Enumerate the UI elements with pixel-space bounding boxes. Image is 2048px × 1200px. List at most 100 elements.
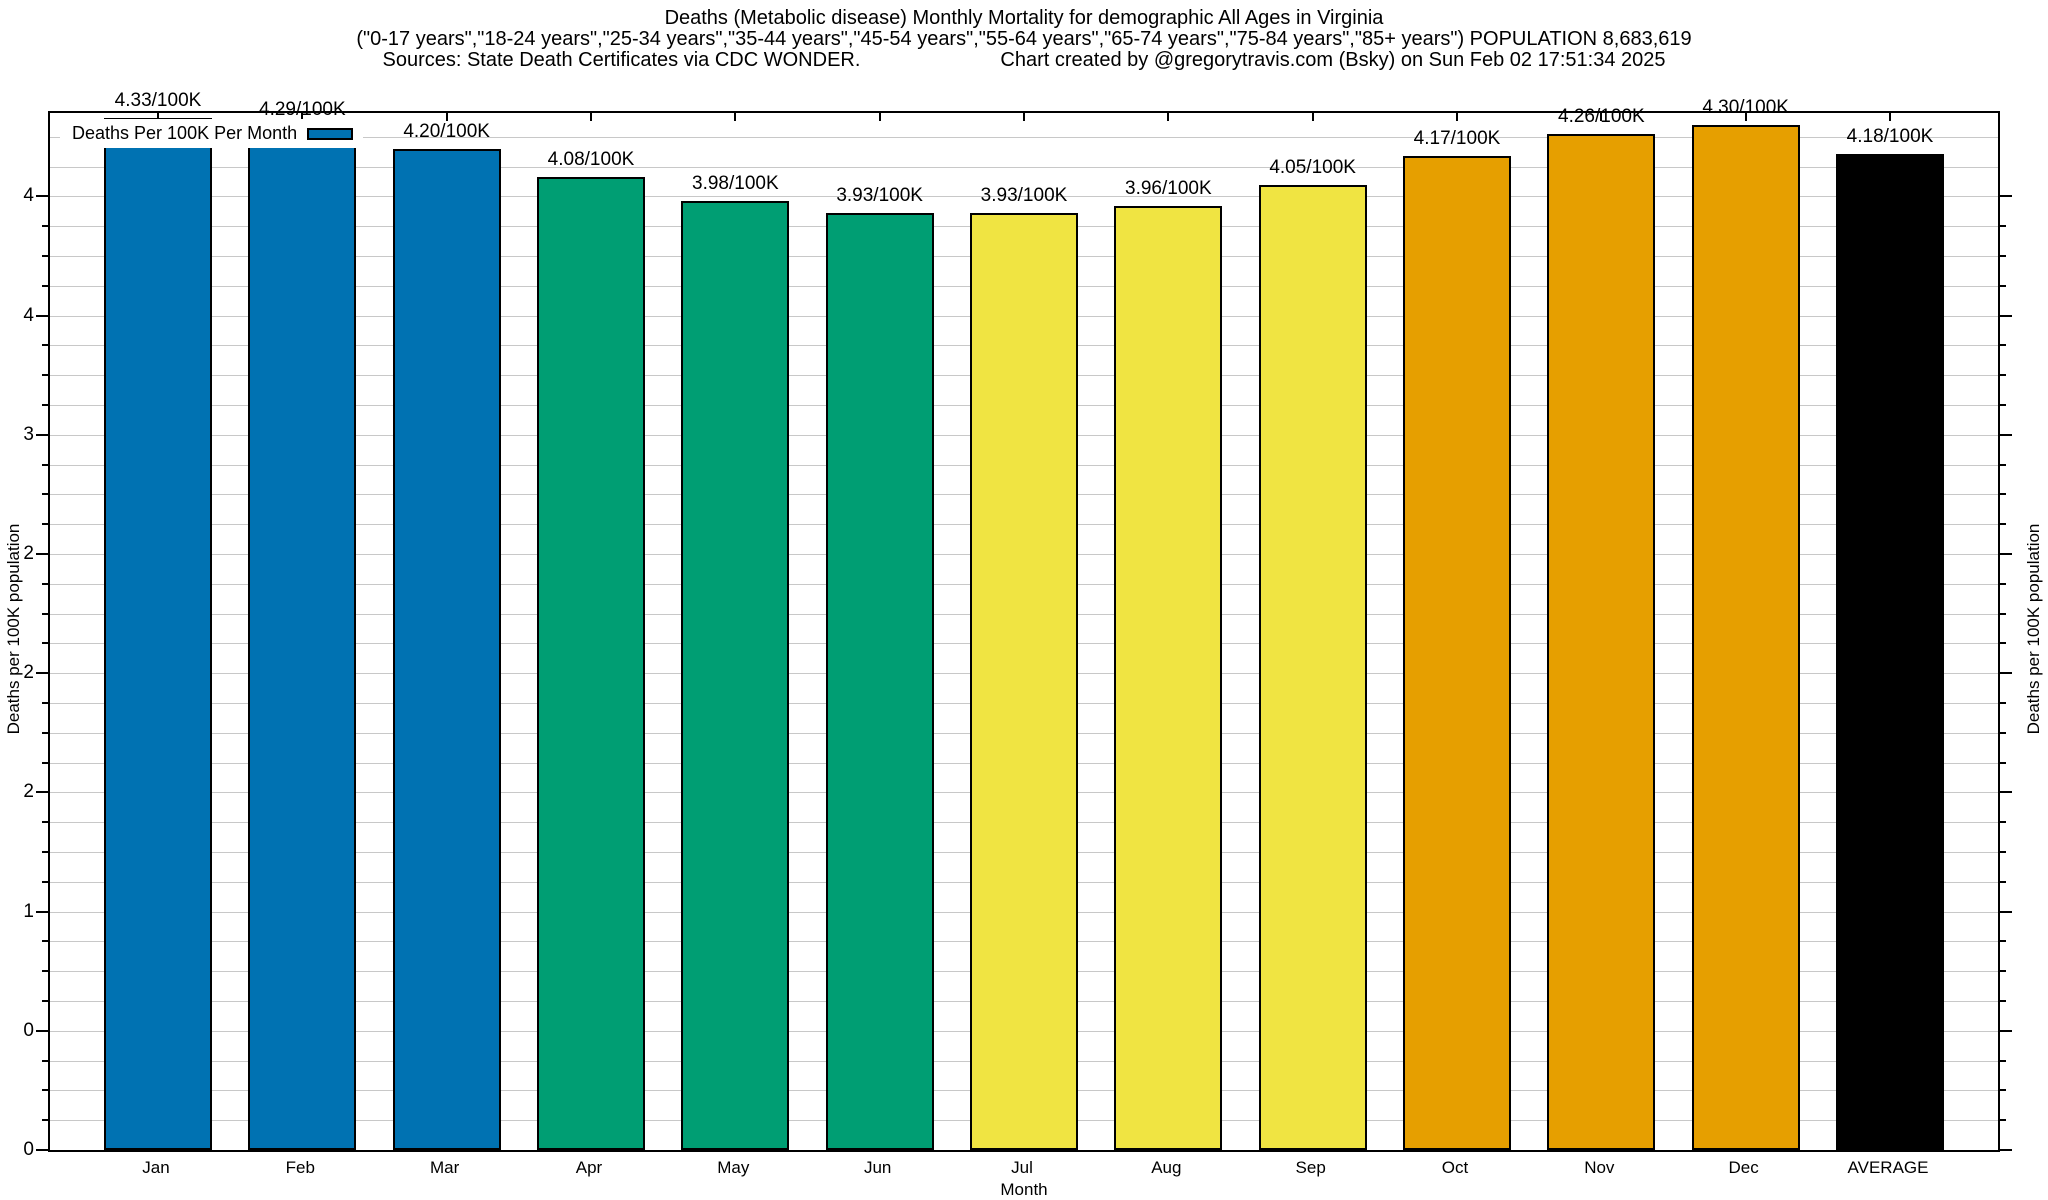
credit-text: Chart created by @gregorytravis.com (Bsk… bbox=[1000, 49, 1666, 71]
x-tick-label-oct: Oct bbox=[1441, 1158, 1469, 1177]
x-axis-title: Month bbox=[1000, 1180, 1048, 1199]
y-axis-tick-label: 0 bbox=[23, 1019, 34, 1041]
y-axis-tick bbox=[2000, 404, 2006, 407]
y-axis-tick bbox=[2000, 284, 2006, 287]
x-axis-top-tick bbox=[1167, 113, 1170, 121]
y-axis-tick bbox=[2000, 642, 2006, 645]
chart-subtitle-sources: Sources: State Death Certificates via CD… bbox=[0, 50, 2048, 71]
y-axis-tick bbox=[36, 1029, 48, 1032]
y-axis-tick-label: 0 bbox=[23, 1139, 34, 1160]
x-axis-top-tick bbox=[157, 113, 159, 121]
x-axis-top-tick bbox=[1311, 113, 1314, 121]
x-axis-top-tick bbox=[1023, 113, 1025, 121]
bar-value-label-nov: 4.26/100K bbox=[1558, 106, 1645, 128]
y-axis-tick bbox=[2000, 821, 2006, 824]
y-axis-tick bbox=[2000, 672, 2012, 675]
y-axis-tick bbox=[42, 851, 48, 854]
y-axis-tick bbox=[2000, 553, 2012, 556]
x-axis-top-tick bbox=[878, 113, 881, 121]
bar-value-label-dec: 4.30/100K bbox=[1702, 96, 1789, 118]
y-axis-tick bbox=[42, 642, 48, 645]
bar-value-label-feb: 4.29/100K bbox=[259, 99, 346, 121]
bar-dec bbox=[1691, 124, 1800, 1150]
y-axis-tick bbox=[2000, 1059, 2006, 1062]
y-axis-tick bbox=[2000, 523, 2006, 526]
bar-value-label-jun: 3.93/100K bbox=[836, 185, 923, 207]
y-axis-tick bbox=[36, 195, 48, 198]
y-axis-tick bbox=[2000, 344, 2006, 347]
bar-feb bbox=[248, 127, 357, 1150]
bar-value-label-oct: 4.17/100K bbox=[1413, 127, 1501, 149]
x-axis-top-tick bbox=[301, 113, 304, 121]
x-tick-label-dec: Dec bbox=[1728, 1158, 1759, 1177]
y-axis-tick bbox=[42, 1089, 48, 1092]
y-axis-tick bbox=[2000, 1089, 2006, 1092]
y-axis-tick bbox=[2000, 493, 2006, 496]
x-tick-label-sep: Sep bbox=[1295, 1158, 1326, 1177]
y-axis-tick bbox=[2000, 582, 2006, 585]
y-axis-tick bbox=[42, 612, 48, 615]
bar-jan bbox=[104, 117, 212, 1150]
y-axis-tick bbox=[42, 374, 48, 377]
y-axis-tick bbox=[2000, 851, 2006, 854]
x-axis-top-tick bbox=[590, 113, 592, 121]
y-axis-tick bbox=[2000, 910, 2012, 913]
bar-aug bbox=[1114, 205, 1223, 1150]
x-tick-label-nov: Nov bbox=[1584, 1158, 1615, 1177]
x-axis-top-tick bbox=[1456, 113, 1458, 121]
bar-value-label-average: 4.18/100K bbox=[1846, 125, 1934, 147]
y-axis-tick bbox=[2000, 1029, 2012, 1032]
y-axis-tick bbox=[2000, 195, 2012, 198]
y-axis-tick bbox=[36, 553, 48, 556]
y-axis-tick bbox=[36, 672, 48, 675]
bar-may bbox=[681, 201, 790, 1150]
y-axis-tick bbox=[42, 940, 48, 943]
x-tick-label-aug: Aug bbox=[1151, 1158, 1182, 1177]
bar-value-label-sep: 4.05/100K bbox=[1269, 156, 1356, 178]
y-axis-tick bbox=[42, 582, 48, 585]
y-axis-tick bbox=[2000, 433, 2012, 436]
y-axis-tick bbox=[36, 1149, 48, 1151]
y-axis-tick bbox=[42, 1000, 48, 1003]
y-axis-tick bbox=[42, 880, 48, 883]
y-axis-tick bbox=[2000, 374, 2006, 377]
y-axis-tick bbox=[42, 344, 48, 347]
y-axis-tick bbox=[2000, 761, 2006, 764]
gridline bbox=[50, 136, 1998, 138]
y-axis-tick bbox=[42, 255, 48, 258]
gridline bbox=[50, 196, 1998, 198]
y-axis-tick bbox=[42, 821, 48, 824]
y-axis-tick bbox=[42, 702, 48, 705]
y-axis-tick bbox=[42, 731, 48, 734]
chart-title: Deaths (Metabolic disease) Monthly Morta… bbox=[664, 7, 1384, 29]
y-axis-tick bbox=[36, 791, 48, 794]
bar-value-label-apr: 4.08/100K bbox=[547, 149, 635, 171]
chart-subtitle-demographics: ("0-17 years","18-24 years","25-34 years… bbox=[356, 28, 1692, 50]
x-tick-label-apr: Apr bbox=[575, 1158, 603, 1177]
y-axis-tick-label: 2 bbox=[23, 543, 34, 565]
x-tick-label-average: AVERAGE bbox=[1847, 1158, 1929, 1177]
gridline bbox=[50, 166, 1998, 168]
y-axis-tick bbox=[42, 493, 48, 496]
x-tick-label-jun: Jun bbox=[863, 1158, 892, 1177]
y-axis-tick-label: 2 bbox=[23, 781, 34, 803]
y-axis-tick bbox=[42, 463, 48, 466]
x-tick-label-may: May bbox=[717, 1158, 750, 1177]
chart-title-block: Deaths (Metabolic disease) Monthly Morta… bbox=[0, 8, 2048, 71]
y-axis-tick bbox=[42, 404, 48, 407]
y-axis-tick bbox=[2000, 1119, 2006, 1122]
y-axis-tick bbox=[36, 314, 48, 317]
x-axis-tick-labels: Jan Feb Mar Apr May Jun Jul Aug Sep Oct Nov Dec AVER… bbox=[48, 1158, 1996, 1182]
plot-area: Deaths Per 100K Per Month 0 0 1 2 2 2 3 4 4 4.33/… bbox=[23, 90, 2012, 1160]
y-axis-tick bbox=[2000, 1000, 2006, 1003]
bar-apr bbox=[537, 177, 645, 1150]
x-tick-label-jan: Jan bbox=[142, 1158, 170, 1177]
y-axis-tick bbox=[2000, 970, 2006, 973]
y-axis-tick bbox=[2000, 731, 2006, 734]
y-axis-tick-label: 4 bbox=[23, 185, 34, 207]
y-axis-tick bbox=[42, 225, 48, 228]
sources-text: Sources: State Death Certificates via CD… bbox=[382, 49, 861, 71]
y-axis-tick bbox=[42, 970, 48, 973]
x-tick-label-jul: Jul bbox=[1011, 1158, 1033, 1177]
